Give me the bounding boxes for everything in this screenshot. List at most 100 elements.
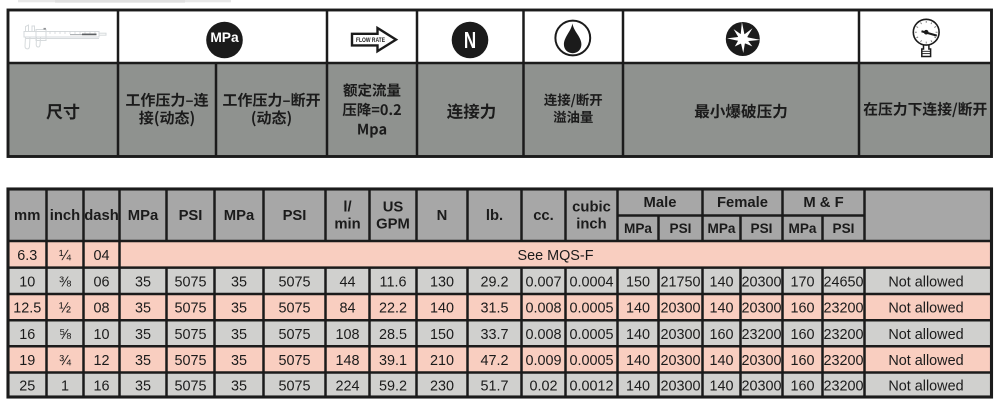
svg-text:0.0005: 0.0005 <box>569 301 613 317</box>
svg-text:160: 160 <box>709 327 733 343</box>
svg-text:0.0012: 0.0012 <box>569 379 613 395</box>
svg-text:23200: 23200 <box>823 327 863 343</box>
svg-text:12.5: 12.5 <box>13 301 41 317</box>
svg-text:5075: 5075 <box>278 327 310 343</box>
svg-text:108: 108 <box>335 327 359 343</box>
svg-text:FLOW RATE: FLOW RATE <box>356 37 385 44</box>
svg-text:25: 25 <box>19 379 35 395</box>
svg-text:PSI: PSI <box>283 208 307 224</box>
svg-text:59.2: 59.2 <box>379 379 407 395</box>
svg-text:04: 04 <box>93 248 109 264</box>
svg-text:31.5: 31.5 <box>480 301 508 317</box>
svg-text:Female: Female <box>717 195 768 211</box>
svg-text:N: N <box>437 208 448 224</box>
svg-text:20300: 20300 <box>741 379 781 395</box>
svg-text:140: 140 <box>709 353 733 369</box>
svg-text:35: 35 <box>231 353 247 369</box>
svg-text:35: 35 <box>231 379 247 395</box>
svg-text:140: 140 <box>626 379 650 395</box>
svg-text:29.2: 29.2 <box>480 274 508 290</box>
svg-text:140: 140 <box>626 327 650 343</box>
svg-text:PSI: PSI <box>751 221 773 236</box>
svg-text:224: 224 <box>335 379 359 395</box>
svg-text:28.5: 28.5 <box>379 327 407 343</box>
svg-text:Not allowed: Not allowed <box>888 274 963 290</box>
svg-text:5075: 5075 <box>174 327 206 343</box>
svg-text:MPa: MPa <box>210 30 239 45</box>
svg-text:GPM: GPM <box>376 217 410 233</box>
svg-text:23200: 23200 <box>823 353 863 369</box>
svg-text:½: ½ <box>59 301 71 317</box>
svg-text:5075: 5075 <box>278 274 310 290</box>
svg-text:210: 210 <box>430 353 454 369</box>
svg-text:Male: Male <box>644 195 677 211</box>
svg-text:5075: 5075 <box>174 301 206 317</box>
svg-text:21750: 21750 <box>660 274 700 290</box>
svg-text:16: 16 <box>93 379 109 395</box>
svg-text:35: 35 <box>135 353 151 369</box>
svg-text:140: 140 <box>626 301 650 317</box>
svg-text:M & F: M & F <box>803 195 843 211</box>
svg-text:⅜: ⅜ <box>59 274 72 290</box>
svg-text:160: 160 <box>790 301 814 317</box>
svg-text:5075: 5075 <box>174 379 206 395</box>
svg-text:¾: ¾ <box>59 353 72 369</box>
svg-text:06: 06 <box>93 274 109 290</box>
svg-text:Not allowed: Not allowed <box>888 379 963 395</box>
svg-text:140: 140 <box>626 353 650 369</box>
svg-text:150: 150 <box>430 327 454 343</box>
svg-text:0.008: 0.008 <box>525 327 561 343</box>
svg-text:Not allowed: Not allowed <box>888 353 963 369</box>
svg-text:35: 35 <box>135 301 151 317</box>
svg-text:160: 160 <box>790 353 814 369</box>
svg-text:47.2: 47.2 <box>480 353 508 369</box>
svg-text:16: 16 <box>19 327 35 343</box>
svg-text:lb.: lb. <box>486 208 503 224</box>
svg-text:0.008: 0.008 <box>525 301 561 317</box>
svg-text:MPa: MPa <box>708 221 736 236</box>
svg-text:230: 230 <box>430 379 454 395</box>
svg-text:10: 10 <box>93 327 109 343</box>
svg-text:5075: 5075 <box>174 353 206 369</box>
svg-text:MPa: MPa <box>128 208 159 224</box>
svg-text:PSI: PSI <box>179 208 203 224</box>
svg-text:US: US <box>383 200 404 216</box>
svg-text:See MQS-F: See MQS-F <box>518 248 594 264</box>
svg-text:0.0005: 0.0005 <box>569 353 613 369</box>
svg-text:22.2: 22.2 <box>379 301 407 317</box>
svg-text:150: 150 <box>626 274 650 290</box>
svg-text:MPa: MPa <box>789 221 817 236</box>
svg-text:5075: 5075 <box>278 353 310 369</box>
svg-text:35: 35 <box>231 274 247 290</box>
svg-text:Not allowed: Not allowed <box>888 327 963 343</box>
svg-text:20300: 20300 <box>660 327 700 343</box>
svg-text:0.0004: 0.0004 <box>569 274 613 290</box>
svg-text:5075: 5075 <box>278 301 310 317</box>
svg-text:23200: 23200 <box>823 301 863 317</box>
svg-text:20300: 20300 <box>660 353 700 369</box>
svg-text:11.6: 11.6 <box>380 274 407 290</box>
svg-text:1: 1 <box>61 379 69 395</box>
svg-text:0.009: 0.009 <box>525 353 561 369</box>
svg-text:¼: ¼ <box>59 248 72 264</box>
svg-text:20300: 20300 <box>660 379 700 395</box>
svg-text:35: 35 <box>135 327 151 343</box>
svg-text:6.3: 6.3 <box>17 248 37 264</box>
svg-text:0.02: 0.02 <box>529 379 557 395</box>
svg-text:148: 148 <box>335 353 359 369</box>
svg-text:170: 170 <box>790 274 814 290</box>
svg-text:35: 35 <box>231 327 247 343</box>
svg-text:0.0005: 0.0005 <box>569 327 613 343</box>
svg-text:44: 44 <box>339 274 355 290</box>
svg-text:inch: inch <box>50 208 80 224</box>
svg-text:140: 140 <box>430 301 454 317</box>
svg-text:39.1: 39.1 <box>379 353 407 369</box>
svg-text:35: 35 <box>135 274 151 290</box>
svg-text:Not allowed: Not allowed <box>888 301 963 317</box>
svg-text:cc.: cc. <box>533 208 554 224</box>
svg-text:24650: 24650 <box>823 274 863 290</box>
svg-text:N: N <box>464 29 476 54</box>
svg-text:inch: inch <box>576 217 606 233</box>
svg-text:10: 10 <box>19 274 35 290</box>
svg-text:min: min <box>334 217 360 233</box>
